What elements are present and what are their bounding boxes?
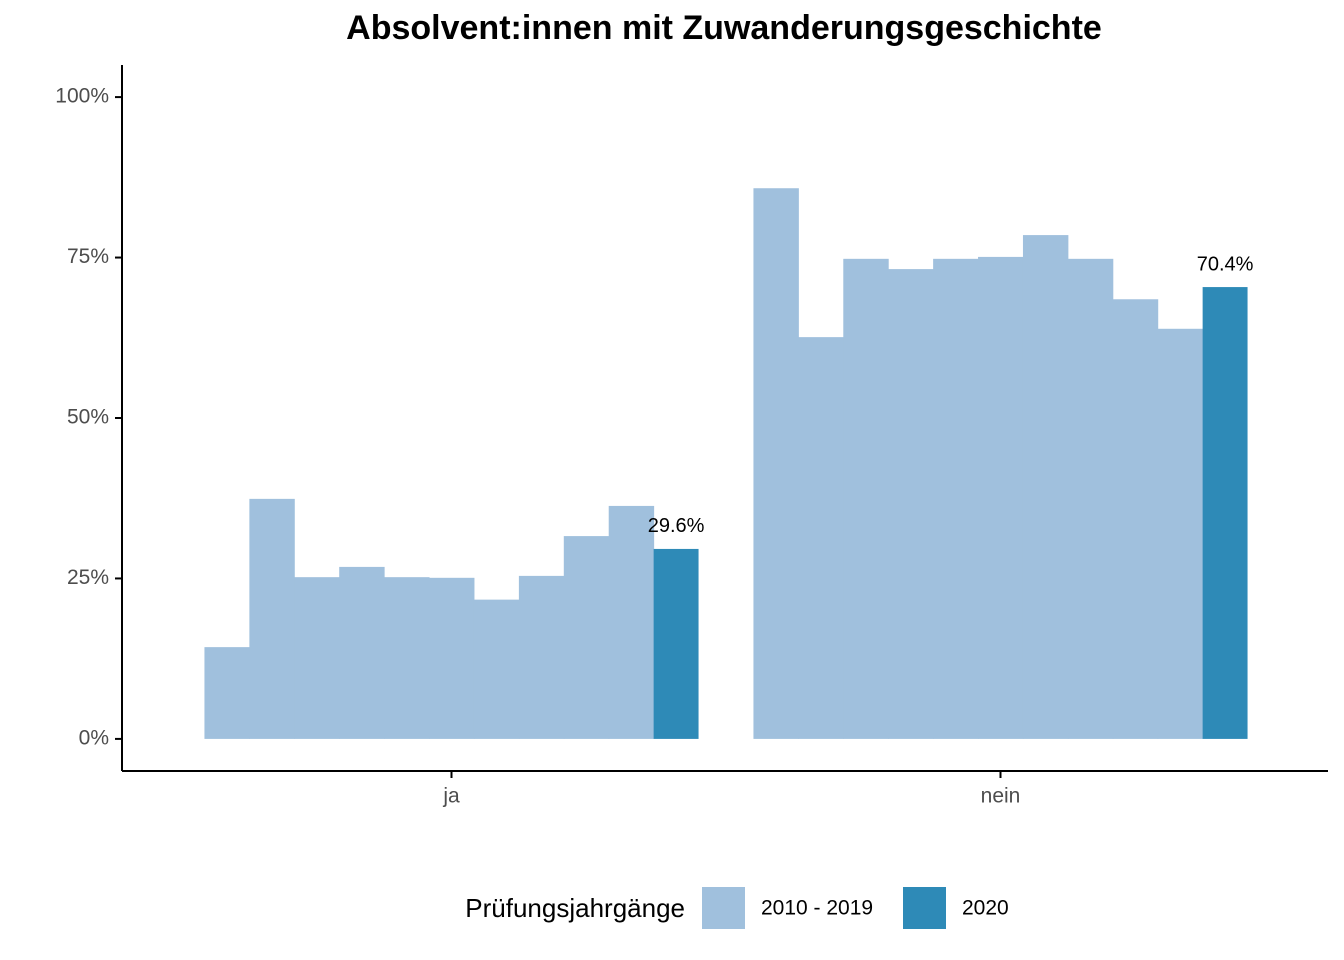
bar	[294, 577, 340, 739]
bar	[653, 548, 699, 739]
y-tick-label: 100%	[55, 85, 109, 108]
bar	[1157, 328, 1204, 739]
bar	[1112, 299, 1159, 739]
legend-label: 2020	[962, 897, 1009, 920]
data-label: 70.4%	[1197, 253, 1254, 275]
y-tick-label: 25%	[67, 566, 109, 589]
y-tick-label: 50%	[67, 406, 109, 429]
x-tick-label: ja	[442, 785, 460, 808]
legend-label: 2010 - 2019	[761, 897, 873, 920]
bar	[204, 647, 250, 739]
bar	[1067, 258, 1114, 739]
x-tick-label: nein	[981, 785, 1021, 808]
bar	[978, 256, 1024, 739]
bar	[608, 505, 655, 739]
bar	[843, 258, 889, 739]
bar	[563, 536, 610, 739]
bar	[429, 577, 475, 739]
bar	[753, 188, 799, 739]
legend-swatch	[702, 887, 745, 929]
data-label: 29.6%	[648, 515, 705, 537]
bar	[888, 269, 934, 739]
bar	[473, 599, 520, 739]
bar	[339, 566, 385, 739]
bar	[1202, 287, 1248, 739]
chart-title: Absolvent:innen mit Zuwanderungsgeschich…	[346, 9, 1102, 47]
bar	[249, 498, 295, 739]
legend-title: Prüfungsjahrgänge	[465, 893, 685, 923]
bar	[933, 258, 979, 739]
bar	[518, 575, 565, 739]
y-tick-label: 0%	[79, 726, 109, 749]
bar	[384, 577, 430, 739]
bar	[1022, 235, 1069, 739]
y-tick-label: 75%	[67, 245, 109, 268]
bar	[798, 337, 844, 739]
legend-swatch	[903, 887, 946, 929]
